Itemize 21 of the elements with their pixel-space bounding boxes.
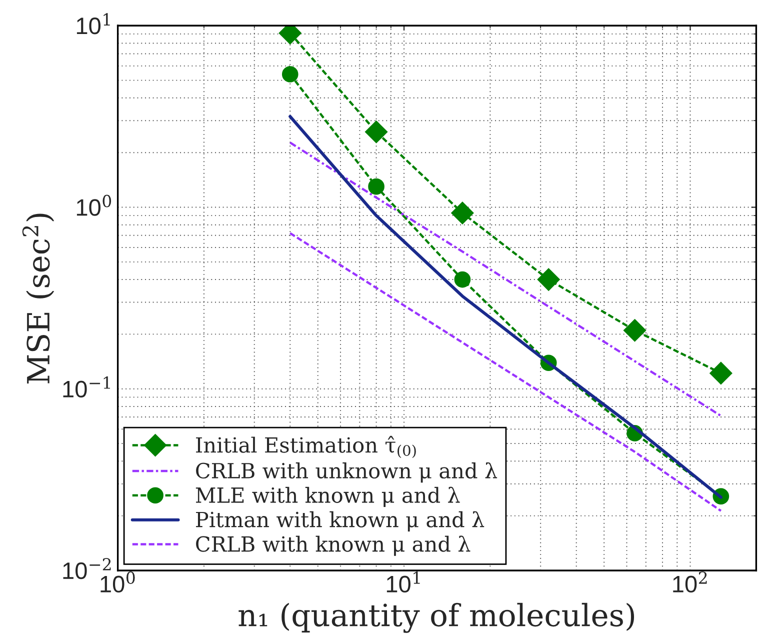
- y-tick-label: 10$^{0}$: [76, 194, 112, 216]
- x-axis-title: n₁ (quantity of molecules): [238, 602, 634, 633]
- line-series: [289, 141, 722, 417]
- y-tick-label: 10$^{1}$: [76, 13, 110, 34]
- legend-label: Pitman with known μ and λ: [196, 511, 484, 532]
- point: [364, 120, 388, 144]
- point: [282, 66, 298, 82]
- y-axis-title: MSE (sec$^{2}$): [22, 214, 54, 384]
- point: [451, 202, 474, 224]
- legend-label: CRLB with unknown μ and λ: [196, 462, 498, 483]
- point: [623, 319, 646, 342]
- y-tick-label: 10$^{−1}$: [63, 376, 110, 398]
- point: [710, 362, 732, 385]
- legend-label: Initial Estimation τ̂$_{(0)}$: [196, 436, 416, 458]
- point: [537, 268, 560, 291]
- point: [368, 178, 384, 195]
- legend-label: CRLB with known μ and λ: [196, 536, 470, 556]
- point: [454, 271, 471, 288]
- x-tick-label: 10$^{2}$: [673, 571, 707, 593]
- x-tick-label: 10$^{1}$: [386, 571, 420, 593]
- legend-label: MLE with known μ and λ: [196, 486, 460, 508]
